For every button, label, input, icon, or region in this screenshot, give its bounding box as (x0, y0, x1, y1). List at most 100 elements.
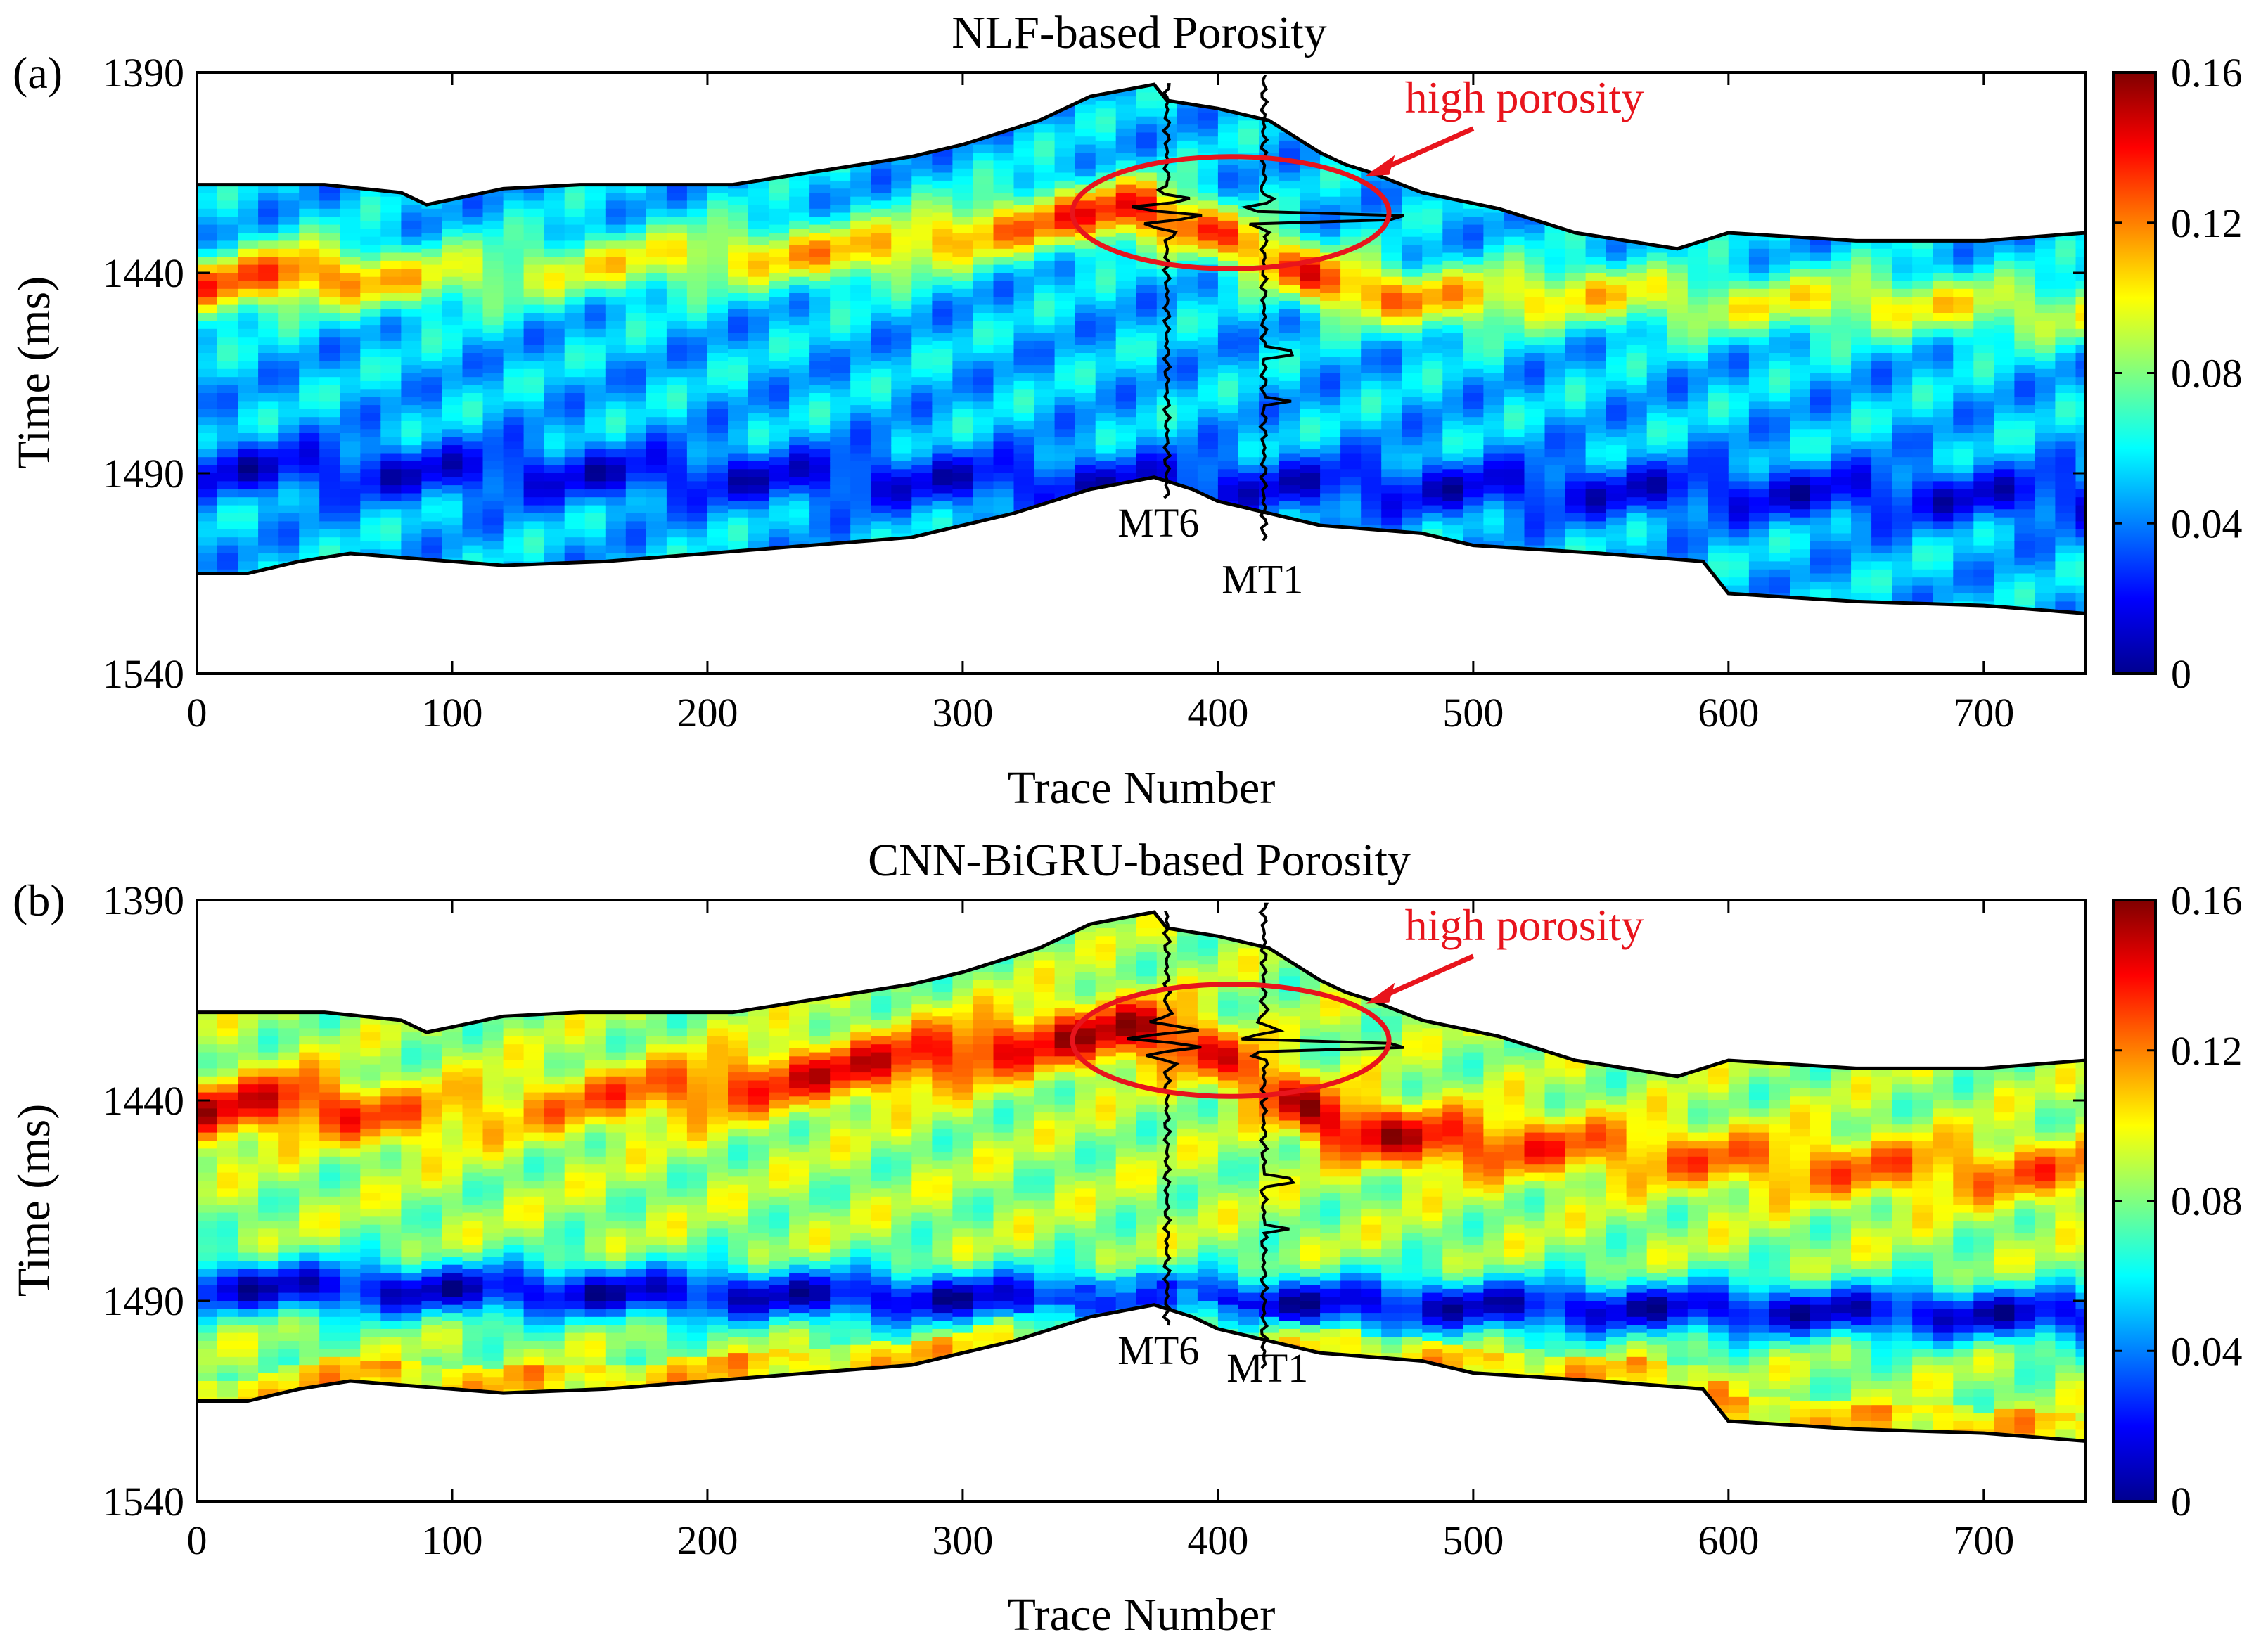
heatmap-cell (1851, 553, 1873, 563)
heatmap-cell (952, 233, 974, 242)
heatmap-cell (952, 281, 974, 290)
heatmap-cell (1217, 229, 1239, 238)
heatmap-cell (197, 1172, 218, 1181)
heatmap-cell (1217, 429, 1239, 438)
heatmap-cell (278, 1124, 300, 1134)
heatmap-cell (605, 441, 627, 450)
heatmap-cell (850, 188, 872, 198)
heatmap-cell (544, 361, 565, 370)
heatmap-cell (1544, 401, 1566, 410)
heatmap-cell (278, 529, 300, 539)
heatmap-cell (299, 1116, 321, 1126)
heatmap-cell (973, 465, 994, 474)
heatmap-cell (544, 321, 565, 330)
heatmap-cell (340, 1092, 361, 1101)
heatmap-cell (1402, 205, 1423, 214)
heatmap-cell (1953, 577, 1975, 586)
heatmap-cell (1483, 236, 1505, 246)
heatmap-cell (299, 441, 321, 450)
heatmap-cell (1585, 224, 1607, 233)
heatmap-cell (2014, 309, 2036, 318)
heatmap-cell (299, 1292, 321, 1302)
heatmap-cell (1912, 593, 1934, 603)
heatmap-cell (482, 501, 504, 510)
heatmap-cell (1626, 433, 1648, 442)
heatmap-cell (625, 281, 647, 290)
heatmap-cell (809, 521, 831, 530)
heatmap-cell (1933, 401, 1954, 410)
heatmap-cell (1892, 465, 1914, 474)
heatmap-cell (911, 353, 933, 362)
heatmap-cell (850, 461, 872, 470)
heatmap-cell (1483, 413, 1505, 422)
heatmap-cell (442, 212, 463, 221)
heatmap-cell (789, 517, 811, 527)
heatmap-cell (686, 297, 708, 306)
heatmap-cell (1912, 328, 1934, 338)
heatmap-cell (1442, 509, 1464, 518)
heatmap-cell (1748, 345, 1770, 354)
heatmap-cell (1054, 165, 1076, 174)
heatmap-cell (728, 333, 749, 342)
heatmap-cell (769, 441, 790, 450)
heatmap-cell (258, 361, 280, 370)
heatmap-cell (1463, 497, 1485, 506)
heatmap-cell (952, 457, 974, 466)
heatmap-cell (340, 1132, 361, 1141)
heatmap-cell (462, 553, 484, 563)
heatmap-cell (871, 353, 892, 362)
heatmap-cell (2055, 497, 2077, 506)
heatmap-cell (360, 220, 382, 230)
heatmap-cell (584, 393, 606, 402)
heatmap-cell (1769, 409, 1790, 418)
heatmap-cell (1667, 433, 1689, 442)
heatmap-cell (564, 385, 586, 394)
heatmap-cell (319, 497, 341, 506)
heatmap-cell (1034, 300, 1056, 310)
heatmap-cell (1095, 340, 1117, 350)
heatmap-cell (850, 445, 872, 454)
heatmap-cell (299, 1156, 321, 1166)
heatmap-cell (258, 1012, 280, 1021)
heatmap-cell (523, 433, 545, 442)
heatmap-cell (1933, 561, 1954, 570)
heatmap-cell (1626, 529, 1648, 539)
heatmap-cell (1136, 333, 1158, 342)
heatmap-cell (319, 1132, 341, 1141)
heatmap-cell (238, 409, 260, 418)
heatmap-cell (217, 489, 238, 499)
heatmap-cell (769, 513, 790, 522)
heatmap-cell (666, 377, 688, 386)
heatmap-cell (1300, 457, 1321, 466)
heatmap-cell (973, 248, 994, 258)
heatmap-cell (1810, 501, 1831, 510)
heatmap-cell (666, 457, 688, 466)
heatmap-cell (238, 513, 260, 522)
heatmap-cell (1769, 521, 1790, 530)
heatmap-cell (1994, 445, 2016, 454)
heatmap-cell (340, 481, 361, 490)
heatmap-cell (1892, 361, 1914, 370)
heatmap-cell (1565, 441, 1587, 450)
heatmap-cell (625, 248, 647, 258)
heatmap-cell (1912, 513, 1934, 522)
heatmap-cell (728, 252, 749, 262)
heatmap-cell (1871, 313, 1893, 322)
heatmap-cell (1483, 453, 1505, 462)
heatmap-cell (1442, 212, 1464, 221)
heatmap-cell (258, 1205, 280, 1214)
heatmap-cell (1422, 368, 1444, 378)
heatmap-cell (1197, 224, 1219, 233)
heatmap-cell (1361, 309, 1383, 318)
heatmap-cell (1667, 361, 1689, 370)
heatmap-cell (503, 248, 525, 258)
heatmap-cell (482, 252, 504, 262)
heatmap-cell (442, 252, 463, 262)
heatmap-cell (1238, 457, 1260, 466)
heatmap-cell (1504, 309, 1525, 318)
heatmap-cell (871, 441, 892, 450)
heatmap-cell (2055, 577, 2077, 586)
heatmap-cell (1626, 417, 1648, 426)
heatmap-cell (1831, 229, 1852, 238)
heatmap-cell (1320, 340, 1342, 350)
